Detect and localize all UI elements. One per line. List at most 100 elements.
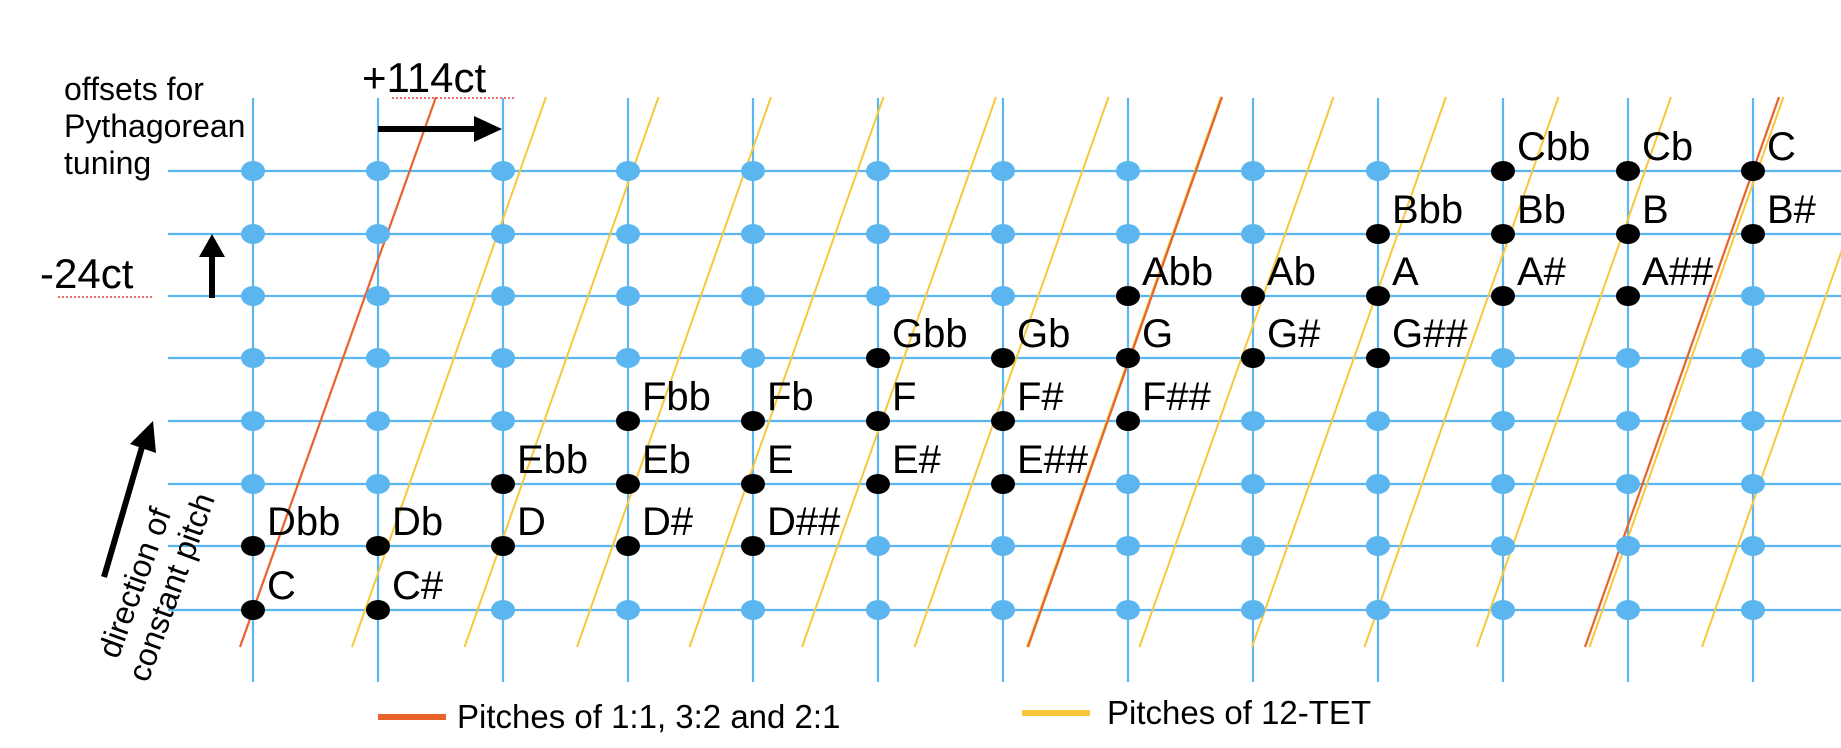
lattice-dot xyxy=(1241,411,1265,431)
lattice-dot xyxy=(741,286,765,306)
lattice-dot xyxy=(991,536,1015,556)
note-label: Cb xyxy=(1642,125,1693,169)
lattice-dot xyxy=(366,224,390,244)
lattice-dot xyxy=(1741,536,1765,556)
note-dot xyxy=(1741,224,1765,244)
note-label: G## xyxy=(1392,312,1468,356)
note-label: Eb xyxy=(642,438,691,482)
lattice-dot xyxy=(616,161,640,181)
lattice-dot xyxy=(241,411,265,431)
lattice-dot xyxy=(741,224,765,244)
legend-label-tet: Pitches of 12-TET xyxy=(1107,694,1371,731)
lattice-dot xyxy=(1616,600,1640,620)
note-dot xyxy=(1116,411,1140,431)
vertical-arrow-head xyxy=(199,234,225,257)
lattice-dot xyxy=(1241,161,1265,181)
note-label: D xyxy=(517,500,546,544)
legend-label-pythagorean: Pitches of 1:1, 3:2 and 2:1 xyxy=(457,698,840,735)
lattice-dot xyxy=(1491,536,1515,556)
note-label: Ab xyxy=(1267,250,1316,294)
note-dot xyxy=(866,474,890,494)
note-label: Ebb xyxy=(517,438,588,482)
note-label: F# xyxy=(1017,375,1064,419)
lattice-dot xyxy=(1241,536,1265,556)
lattice-dot xyxy=(991,161,1015,181)
note-dot xyxy=(741,474,765,494)
lattice-dot xyxy=(366,411,390,431)
lattice-dot xyxy=(1741,474,1765,494)
lattice-dot xyxy=(1116,474,1140,494)
tet-pitch-line xyxy=(1588,96,1785,648)
lattice-dot xyxy=(491,600,515,620)
note-label: Bbb xyxy=(1392,188,1463,232)
lattice-dot xyxy=(1241,224,1265,244)
pythagorean-pitch-line xyxy=(1583,96,1781,648)
tet-pitch-line xyxy=(1701,249,1841,648)
direction-arrow-shaft xyxy=(101,446,145,578)
lattice-dot xyxy=(241,286,265,306)
note-dot xyxy=(866,348,890,368)
lattice-dot xyxy=(1116,536,1140,556)
lattice-dot xyxy=(741,161,765,181)
lattice-dot xyxy=(866,536,890,556)
note-label: E xyxy=(767,438,794,482)
tet-pitch-line xyxy=(913,96,1110,648)
note-dot xyxy=(1116,348,1140,368)
lattice-dot xyxy=(366,348,390,368)
note-label: Gb xyxy=(1017,312,1070,356)
lattice-dot xyxy=(1366,474,1390,494)
horizontal-offset-label: +114ct xyxy=(362,54,486,101)
tet-pitch-line xyxy=(1138,96,1335,648)
tet-pitch-line xyxy=(351,96,547,648)
note-label: G xyxy=(1142,312,1173,356)
lattice-dot xyxy=(1491,600,1515,620)
lattice-dot xyxy=(991,286,1015,306)
tet-pitch-line xyxy=(801,96,997,648)
note-label: F## xyxy=(1142,375,1212,419)
lattice-dot xyxy=(741,348,765,368)
lattice-dot xyxy=(616,600,640,620)
note-label: Gbb xyxy=(892,312,968,356)
lattice-dot xyxy=(1741,600,1765,620)
lattice-dot xyxy=(991,600,1015,620)
lattice-dot xyxy=(991,224,1015,244)
lattice-dot xyxy=(241,161,265,181)
note-labels: C Dbb C# Db D Ebb D# Eb Fbb D## E Fb E# F Gbb E## F# Gb F#… xyxy=(267,125,1817,608)
lattice-dot xyxy=(1241,474,1265,494)
lattice-dot xyxy=(491,411,515,431)
note-label: E## xyxy=(1017,438,1089,482)
note-label: A## xyxy=(1642,250,1714,294)
note-dot xyxy=(741,536,765,556)
vertical-offset-label: -24ct xyxy=(40,250,134,297)
tet-pitch-line xyxy=(576,96,772,648)
lattice-dot xyxy=(491,286,515,306)
pitch-lines xyxy=(238,96,1841,648)
note-dot xyxy=(241,536,265,556)
lattice-dot xyxy=(1616,474,1640,494)
lattice-dot xyxy=(1366,536,1390,556)
note-label: D## xyxy=(767,500,841,544)
note-label: A xyxy=(1392,250,1419,294)
lattice-dot xyxy=(741,600,765,620)
note-label: A# xyxy=(1517,250,1567,294)
lattice-dots xyxy=(241,161,1765,620)
note-dot xyxy=(1491,286,1515,306)
lattice-dot xyxy=(1366,411,1390,431)
note-dot xyxy=(1241,286,1265,306)
note-label: Abb xyxy=(1142,250,1213,294)
lattice-dot xyxy=(491,161,515,181)
pythagorean-pitch-line xyxy=(1026,96,1224,648)
note-label: Db xyxy=(392,500,443,544)
direction-caption: direction of constant pitch xyxy=(91,488,222,686)
note-label: Fb xyxy=(767,375,814,419)
tet-pitch-line xyxy=(463,96,660,648)
note-label: Cbb xyxy=(1517,125,1590,169)
lattice-dot xyxy=(866,600,890,620)
lattice-dot xyxy=(1366,161,1390,181)
note-label: D# xyxy=(642,500,694,544)
note-label: Dbb xyxy=(267,500,340,544)
lattice-dot xyxy=(616,286,640,306)
tet-pitch-line xyxy=(1363,96,1560,648)
lattice-dot xyxy=(366,286,390,306)
lattice-dot xyxy=(1241,600,1265,620)
